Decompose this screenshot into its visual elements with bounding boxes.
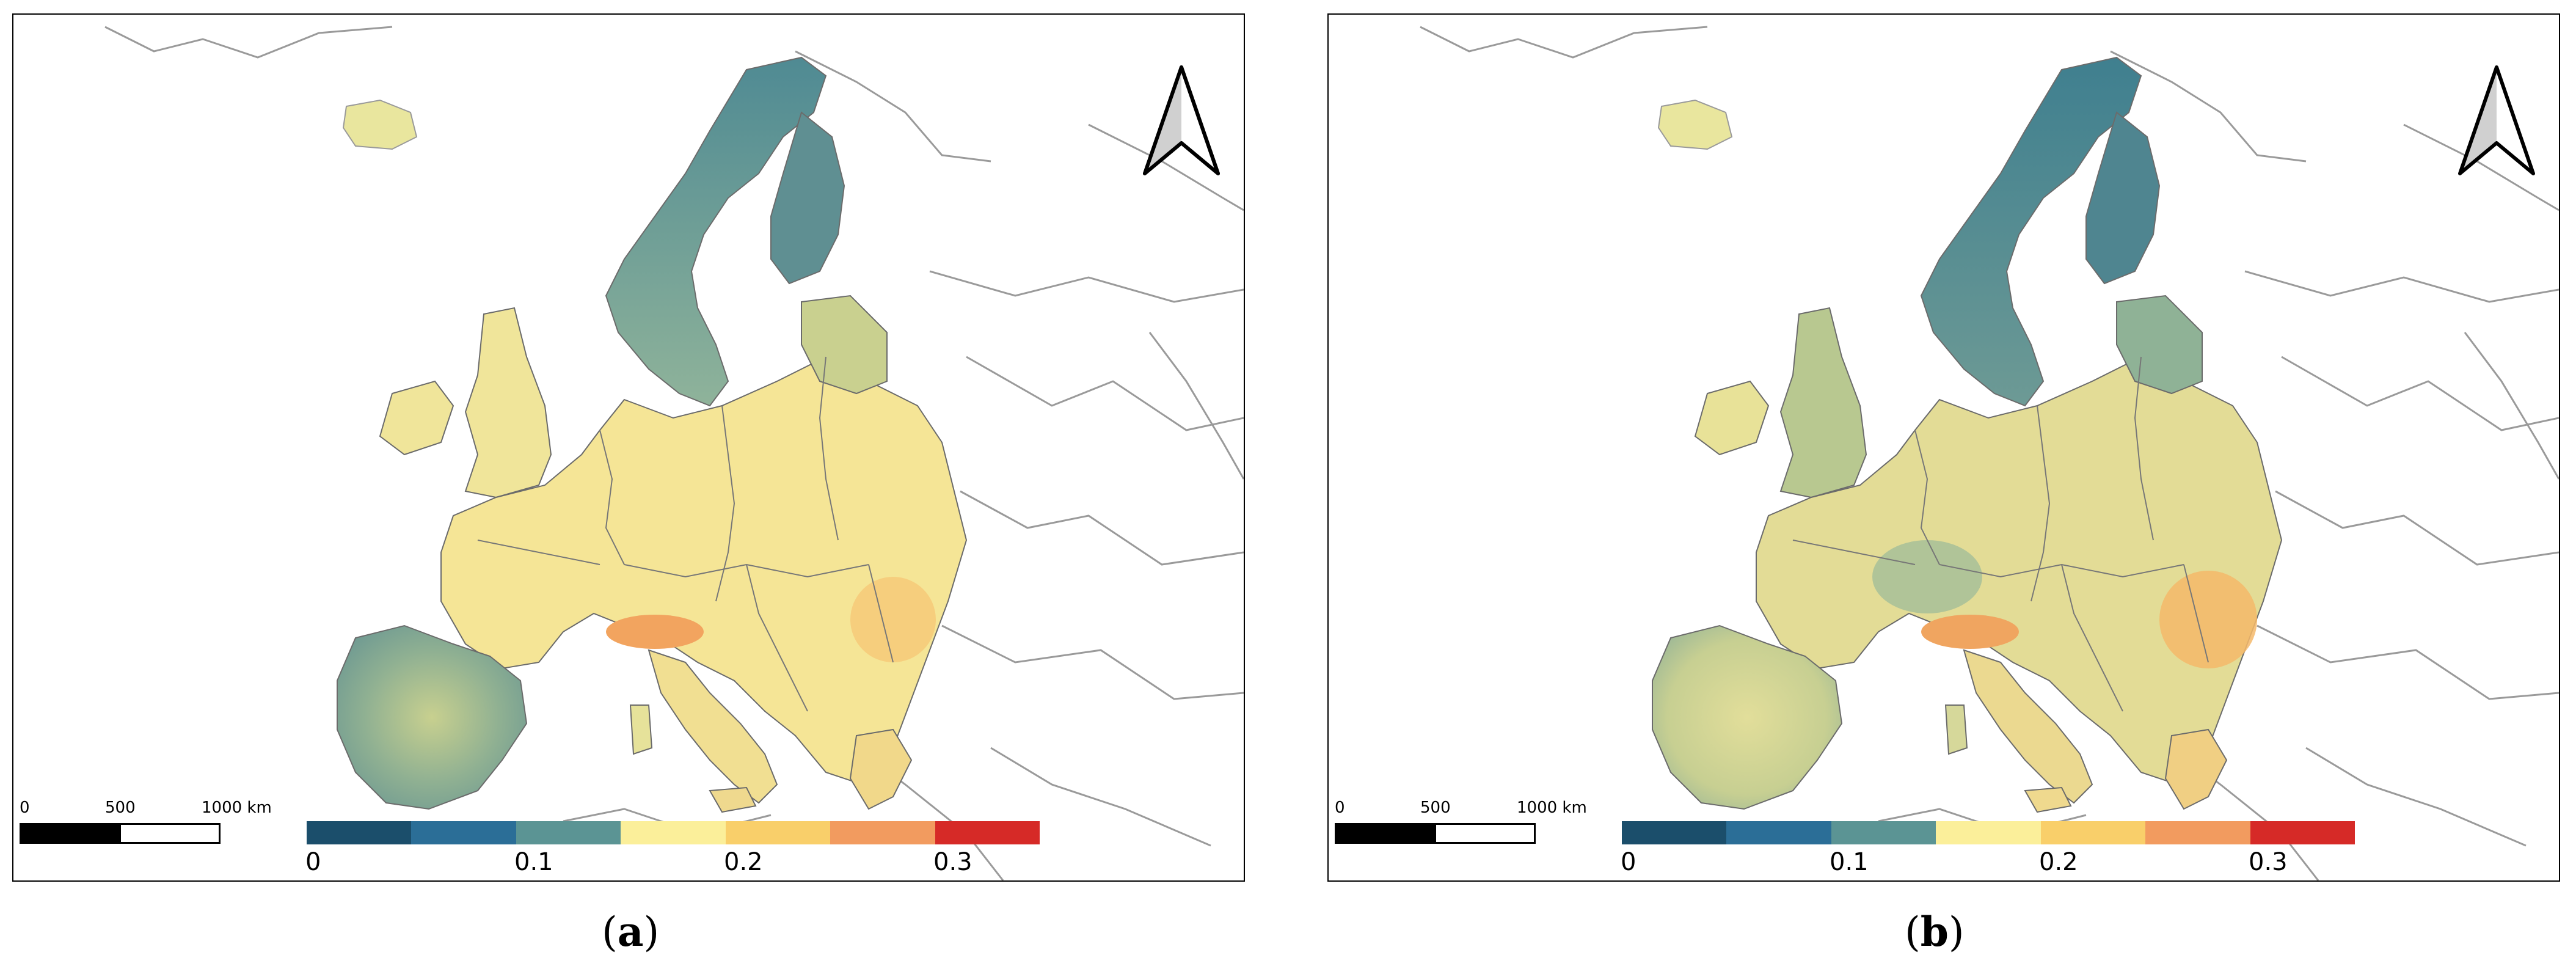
legend-swatches — [307, 821, 1040, 844]
po-valley — [1921, 615, 2019, 649]
legend-tick: 0.1 — [514, 848, 553, 876]
legend-swatch — [411, 821, 516, 844]
iceland — [342, 99, 418, 150]
finland — [2085, 111, 2161, 285]
legend-swatch — [2250, 821, 2355, 844]
legend-swatch — [2145, 821, 2250, 844]
baltics — [2116, 295, 2203, 395]
legend-tick: 0.3 — [933, 848, 972, 876]
greece — [2164, 728, 2228, 810]
continent — [440, 356, 968, 786]
scale-bar-empty — [119, 823, 221, 844]
caption-paren: ( — [1905, 909, 1921, 956]
sicily — [709, 786, 757, 813]
legend-tick: 0 — [305, 848, 321, 876]
italy — [1963, 649, 2093, 804]
scale-bar-filled — [20, 823, 121, 844]
caption-paren: ( — [602, 909, 618, 956]
north-arrow-icon — [2458, 65, 2535, 175]
scale-bar: 0 500 1000 km — [20, 799, 272, 866]
sicily — [2024, 786, 2072, 813]
alps-cool — [1872, 540, 1982, 613]
legend-swatch — [830, 821, 935, 844]
caption-b: (b) — [1905, 908, 1965, 956]
iberia — [1652, 624, 1843, 810]
scale-label-1000: 1000 km — [202, 799, 272, 817]
legend-tick: 0.2 — [2039, 848, 2078, 876]
map-panel-b: 0 500 1000 km 0 0.1 0.2 0.3 — [1327, 13, 2560, 882]
legend-swatches — [1622, 821, 2355, 844]
baltics — [801, 295, 888, 395]
italy — [648, 649, 778, 804]
iceland — [1657, 99, 1733, 150]
legend-swatch — [621, 821, 726, 844]
caption-letter: a — [617, 908, 644, 956]
legend-tick: 0.2 — [724, 848, 763, 876]
sardinia — [1944, 704, 1968, 755]
continent — [1756, 356, 2283, 786]
europe-map — [1420, 26, 2559, 880]
scale-bar-filled — [1335, 823, 1436, 844]
scale-bar-empty — [1434, 823, 1536, 844]
legend-tick: 0.1 — [1830, 848, 1869, 876]
legend-swatch — [1831, 821, 1936, 844]
legend-swatch — [935, 821, 1040, 844]
caption-letter: b — [1920, 908, 1949, 956]
map-panel-a: 0 500 1000 km 0 0.1 0.2 0.3 — [12, 13, 1245, 882]
romania-warm — [850, 577, 936, 662]
scale-label-500: 500 — [1420, 799, 1451, 817]
britain — [464, 307, 552, 499]
legend-tick: 0.3 — [2249, 848, 2288, 876]
sardinia — [629, 704, 653, 755]
scale-label-0: 0 — [1335, 799, 1345, 817]
color-legend: 0 0.1 0.2 0.3 — [1621, 821, 2367, 880]
color-legend: 0 0.1 0.2 0.3 — [305, 821, 1052, 880]
legend-swatch — [516, 821, 621, 844]
scale-label-0: 0 — [20, 799, 30, 817]
legend-swatch — [1936, 821, 2041, 844]
north-arrow-icon — [1143, 65, 1220, 175]
scale-label-1000: 1000 km — [1517, 799, 1587, 817]
finland — [770, 111, 845, 285]
country-borders — [1792, 356, 2209, 712]
legend-tick: 0 — [1621, 848, 1636, 876]
legend-swatch — [1726, 821, 1831, 844]
ireland — [1694, 380, 1770, 456]
europe-map — [104, 26, 1244, 880]
caption-paren: ) — [1948, 909, 1965, 956]
iberia — [337, 624, 528, 810]
legend-swatch — [307, 821, 412, 844]
legend-swatch — [2040, 821, 2146, 844]
legend-swatch — [725, 821, 831, 844]
ireland — [379, 380, 454, 456]
scale-bar: 0 500 1000 km — [1335, 799, 1587, 866]
britain — [1779, 307, 1867, 499]
po-valley — [606, 615, 704, 649]
legend-swatch — [1622, 821, 1727, 844]
romania-warm — [2159, 571, 2257, 668]
caption-a: (a) — [602, 908, 659, 956]
scale-label-500: 500 — [105, 799, 136, 817]
greece — [849, 728, 913, 810]
country-borders — [477, 356, 894, 712]
caption-paren: ) — [643, 909, 660, 956]
